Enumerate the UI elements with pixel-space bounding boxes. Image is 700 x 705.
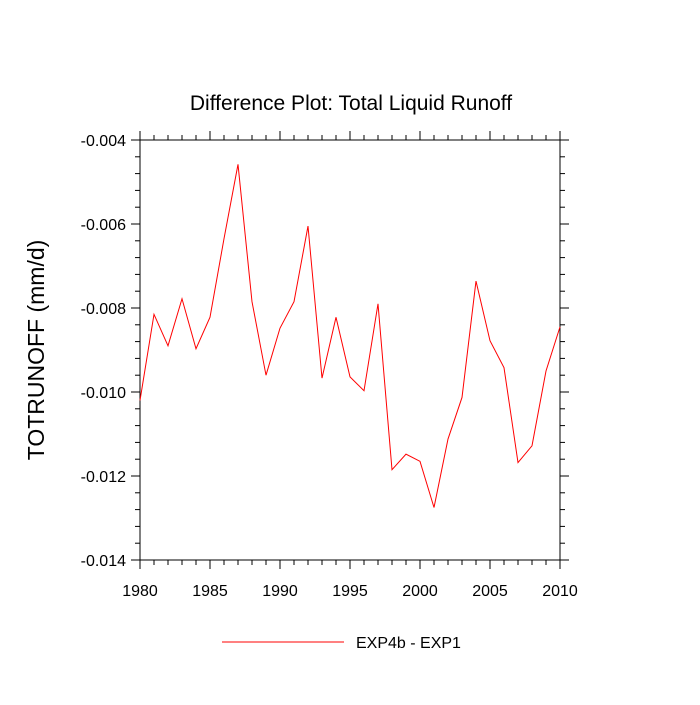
data-point (516, 460, 521, 465)
data-point (558, 324, 563, 329)
data-point (432, 505, 437, 510)
x-tick-label: 2010 (542, 583, 578, 600)
plot-frame (139, 139, 561, 561)
data-point (208, 315, 213, 320)
data-point (222, 236, 227, 241)
data-point (376, 301, 381, 306)
data-point (306, 224, 311, 229)
data-point (474, 279, 479, 284)
x-tick-label: 2005 (472, 583, 508, 600)
y-tick-label: -0.006 (81, 217, 126, 234)
data-point (418, 459, 423, 464)
x-tick-label: 1980 (122, 583, 158, 600)
data-point (362, 388, 367, 393)
y-axis-label: TOTRUNOFF (mm/d) (23, 240, 49, 461)
data-point (404, 452, 409, 457)
y-tick-label: -0.014 (81, 553, 126, 570)
legend-label: EXP4b - EXP1 (356, 635, 461, 652)
data-point (446, 437, 451, 442)
data-point (544, 369, 549, 374)
data-point (264, 373, 269, 378)
data-point (530, 443, 535, 448)
x-tick-label: 1995 (332, 583, 368, 600)
data-point (138, 398, 143, 403)
data-point (390, 467, 395, 472)
data-point (348, 374, 353, 379)
axes: 1980 1985 1990 1995 2000 2005 2010 -0.014 -0.012… (81, 131, 578, 600)
chart-title: Difference Plot: Total Liquid Runoff (190, 92, 512, 115)
series (138, 162, 563, 510)
legend: EXP4b - EXP1 (222, 635, 461, 652)
data-point (250, 299, 255, 304)
data-point (334, 315, 339, 320)
data-point (320, 376, 325, 381)
data-point (488, 338, 493, 343)
data-point (166, 343, 171, 348)
data-point (194, 346, 199, 351)
data-point (236, 162, 241, 167)
y-tick-label: -0.004 (81, 133, 126, 150)
data-point (460, 395, 465, 400)
data-point (292, 299, 297, 304)
x-tick-label: 1985 (192, 583, 228, 600)
y-tick-label: -0.010 (81, 385, 126, 402)
data-point (152, 312, 157, 317)
data-point (502, 365, 507, 370)
data-point (180, 296, 185, 301)
series-line-0 (139, 164, 561, 508)
x-tick-label: 2000 (402, 583, 438, 600)
y-tick-label: -0.008 (81, 301, 126, 318)
x-tick-label: 1990 (262, 583, 298, 600)
y-tick-label: -0.012 (81, 469, 126, 486)
data-point (278, 326, 283, 331)
